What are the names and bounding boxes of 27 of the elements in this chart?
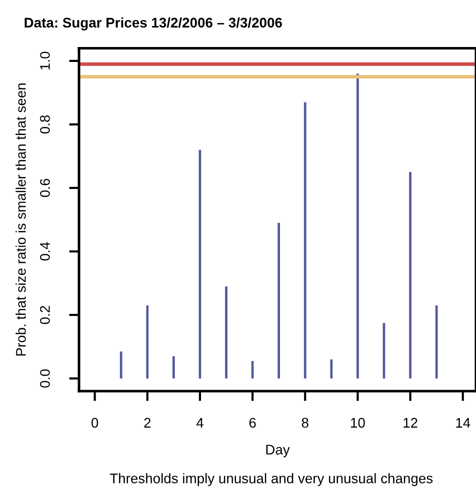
y-tick-label: 1.0 <box>40 52 50 70</box>
y-axis-title: Prob. that size ratio is smaller than that seen <box>16 84 26 356</box>
y-tick-label: 0.6 <box>40 178 50 198</box>
bar <box>304 102 306 378</box>
y-tick-label: 0.0 <box>40 369 50 388</box>
bar <box>120 351 122 378</box>
y-tick-label: 0.8 <box>40 115 50 134</box>
x-tick-label: 10 <box>351 418 365 428</box>
bar <box>225 286 228 378</box>
x-tick-label: 8 <box>302 418 308 428</box>
x-tick-label: 0 <box>91 418 98 428</box>
bar <box>409 172 412 378</box>
bar <box>172 356 175 378</box>
x-tick-label: 2 <box>144 418 151 428</box>
bar <box>278 222 280 378</box>
bar <box>330 359 333 378</box>
x-tick-label: 12 <box>404 418 418 428</box>
y-tick-label: 0.4 <box>40 242 50 261</box>
x-tick-label: 4 <box>196 418 204 428</box>
x-axis-title: Day <box>266 444 290 458</box>
bar <box>356 74 359 378</box>
text: Thresholds imply unusual and very unusual changes <box>110 473 433 486</box>
x-tick-label: 6 <box>249 418 256 428</box>
bar <box>146 305 149 378</box>
chart-title: Data: Sugar Prices 13/2/2006 – 3/3/2006 <box>24 17 282 30</box>
y-tick-label: 0.2 <box>40 306 50 324</box>
x-tick-label: 14 <box>456 418 470 428</box>
